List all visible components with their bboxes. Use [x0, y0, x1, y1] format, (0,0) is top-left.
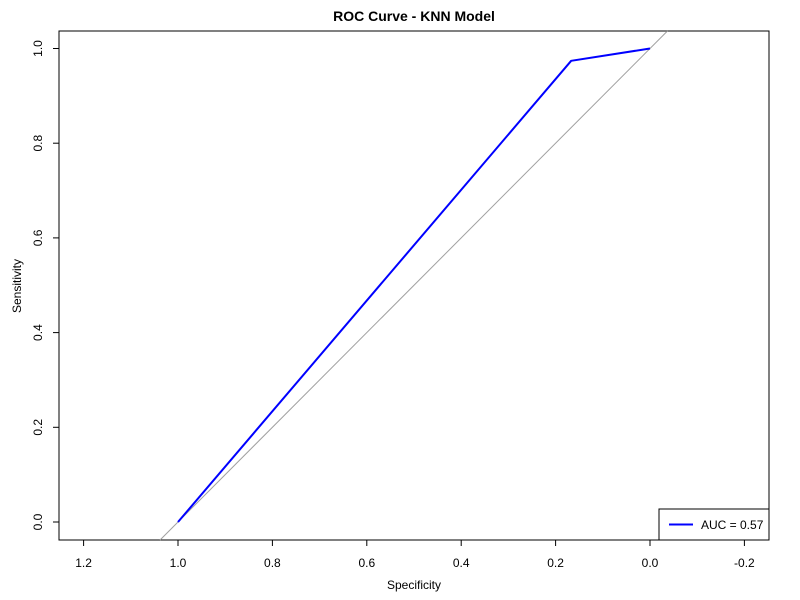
y-tick-label: 0.2	[31, 419, 45, 436]
x-tick-label: 0.6	[358, 556, 375, 570]
x-axis-label: Specificity	[387, 578, 441, 592]
x-tick-label: 0.2	[547, 556, 564, 570]
x-tick-label: 0.4	[453, 556, 470, 570]
y-tick-label: 0.8	[31, 135, 45, 152]
y-tick-label: 0.6	[31, 229, 45, 246]
reference-diagonal-line	[159, 30, 668, 541]
y-tick-label: 1.0	[31, 40, 45, 57]
plot-frame	[58, 30, 770, 541]
y-tick-label: 0.4	[31, 324, 45, 341]
x-tick-label: 0.8	[264, 556, 281, 570]
chart-title: ROC Curve - KNN Model	[333, 8, 495, 24]
reference-line-layer	[159, 30, 668, 541]
y-axis: 0.0 0.2 0.4 0.6 0.8 1.0	[31, 40, 59, 530]
x-tick-label: -0.2	[734, 556, 755, 570]
y-axis-label: Sensitivity	[10, 259, 24, 313]
y-tick-label: 0.0	[31, 513, 45, 530]
series-layer	[177, 47, 651, 523]
x-tick-label: 0.0	[642, 556, 659, 570]
x-axis: 1.2 1.0 0.8 0.6 0.4 0.2 0.0 -0.2	[75, 540, 755, 570]
legend: AUC = 0.57	[658, 508, 770, 541]
legend-entry-label: AUC = 0.57	[701, 518, 764, 532]
x-tick-label: 1.0	[170, 556, 187, 570]
x-tick-label: 1.2	[75, 556, 92, 570]
